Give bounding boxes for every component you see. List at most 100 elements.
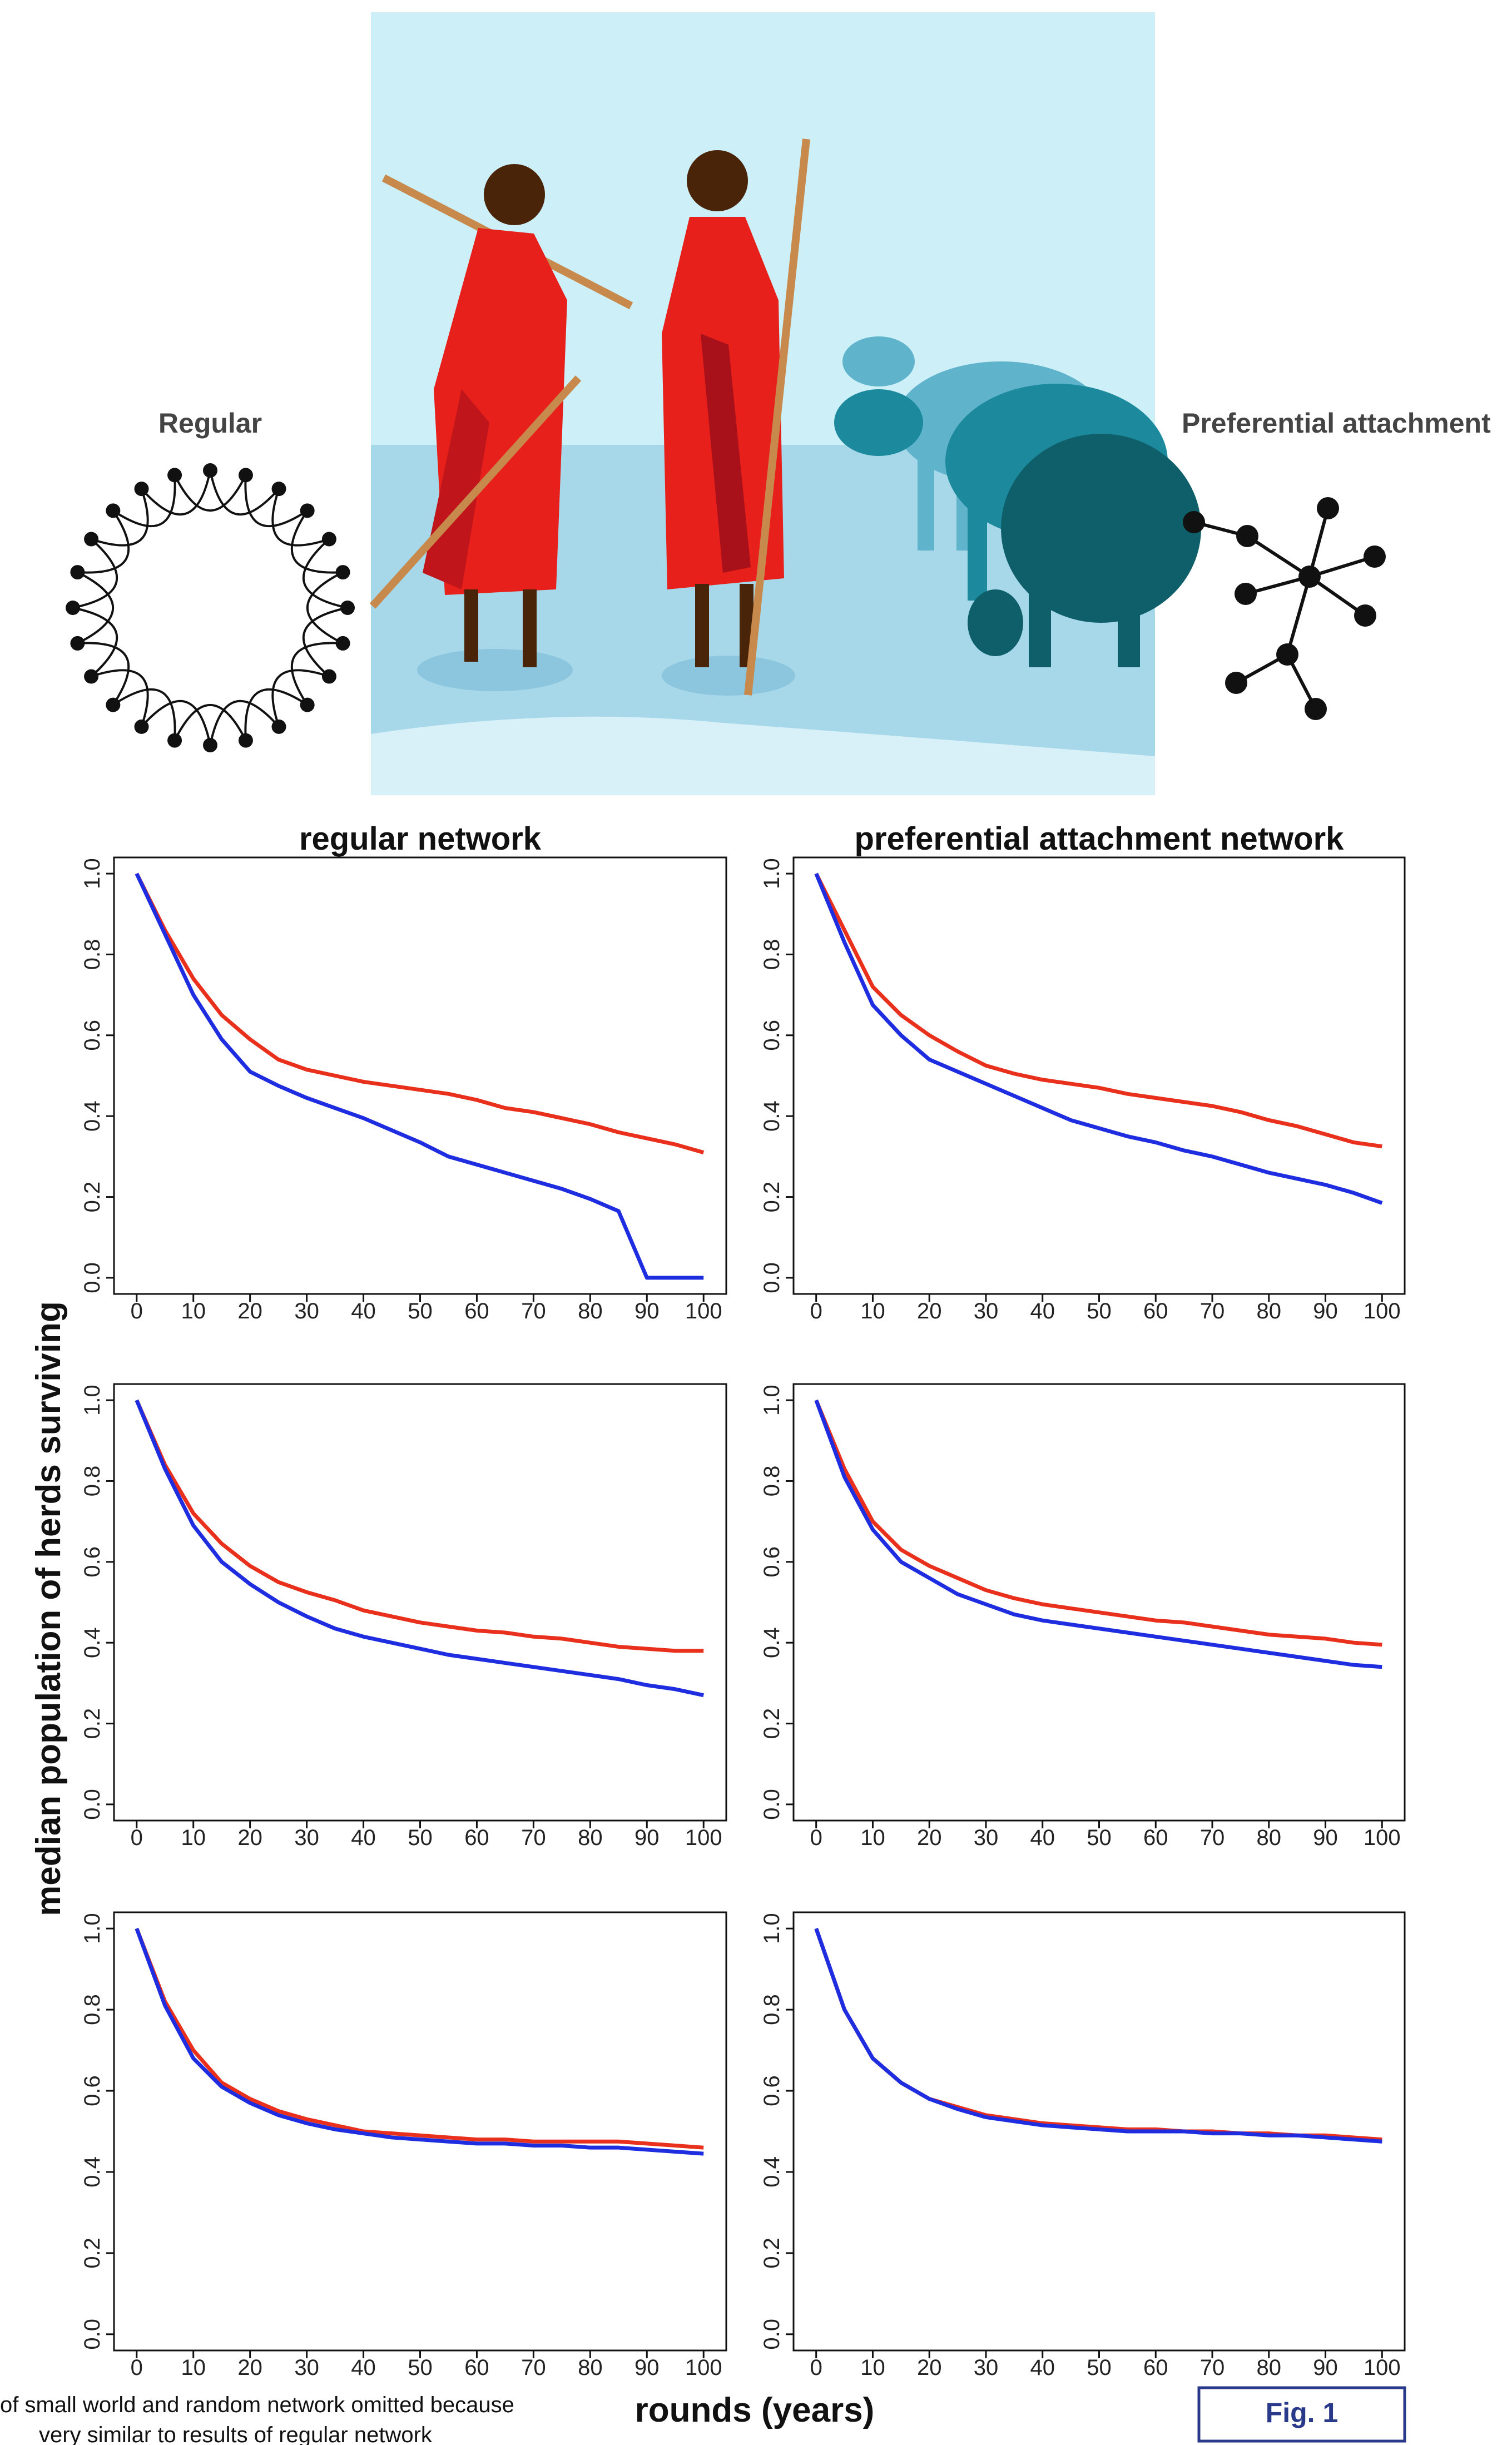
y-tick-label: 0.4 <box>80 1627 105 1658</box>
ring-edge <box>272 670 329 727</box>
y-tick-label: 0.4 <box>80 2156 105 2188</box>
x-tick-label: 100 <box>685 1299 722 1323</box>
ring-node <box>340 601 355 615</box>
illustration <box>371 12 1201 795</box>
x-tick-label: 30 <box>294 1826 319 1850</box>
network-label: Preferential attachment <box>1182 408 1491 439</box>
x-tick-label: 70 <box>521 1826 546 1850</box>
x-tick-label: 20 <box>237 1826 262 1850</box>
ring-edge <box>175 475 246 510</box>
x-tick-label: 80 <box>1257 1299 1282 1323</box>
x-tick-label: 40 <box>1030 1826 1055 1850</box>
y-tick-label: 0.8 <box>760 1994 784 2025</box>
x-tick-label: 50 <box>408 1299 433 1323</box>
x-tick-label: 60 <box>464 1299 489 1323</box>
y-tick-label: 0.0 <box>760 1789 784 1820</box>
x-tick-label: 100 <box>1364 2355 1401 2380</box>
x-tick-label: 60 <box>464 2355 489 2380</box>
x-tick-label: 90 <box>634 1299 660 1323</box>
y-tick-label: 0.2 <box>760 2238 784 2269</box>
ring-node <box>84 532 98 547</box>
x-tick-label: 60 <box>1143 1826 1168 1850</box>
x-tick-label: 30 <box>294 2355 319 2380</box>
y-tick-label: 0.2 <box>80 1708 105 1739</box>
y-tick-label: 0.2 <box>760 1708 784 1739</box>
x-tick-label: 0 <box>810 1299 822 1323</box>
ring-node <box>272 482 286 496</box>
y-tick-label: 1.0 <box>760 1385 784 1416</box>
x-tick-label: 0 <box>131 1299 143 1323</box>
y-tick-label: 0.6 <box>80 1020 105 1051</box>
ring-node <box>135 720 149 734</box>
y-tick-label: 0.8 <box>80 939 105 970</box>
ring-edge <box>175 705 246 741</box>
y-tick-label: 0.8 <box>80 1466 105 1497</box>
x-tick-label: 90 <box>1313 1299 1338 1323</box>
x-tick-label: 20 <box>237 1299 262 1323</box>
ring-node <box>272 720 286 734</box>
y-tick-label: 0.6 <box>760 1020 784 1051</box>
x-tick-label: 30 <box>294 1299 319 1323</box>
x-axis-label: rounds (years) <box>635 2391 875 2429</box>
x-tick-label: 20 <box>917 1299 942 1323</box>
footnote: very similar to results of regular netwo… <box>39 2423 433 2445</box>
x-tick-label: 50 <box>408 1826 433 1850</box>
y-tick-label: 0.0 <box>80 1789 105 1820</box>
ring-node <box>70 636 85 651</box>
series-line <box>816 874 1382 1147</box>
regular-network-icon <box>66 463 355 752</box>
x-tick-label: 90 <box>634 1826 660 1850</box>
ring-node <box>336 565 350 579</box>
y-tick-label: 0.4 <box>80 1100 105 1132</box>
y-tick-label: 1.0 <box>80 1913 105 1944</box>
plot-frame <box>794 1912 1405 2350</box>
x-tick-label: 10 <box>860 2355 885 2380</box>
ring-node <box>106 698 120 712</box>
x-tick-label: 50 <box>408 2355 433 2380</box>
ring-node <box>106 503 120 518</box>
ring-node <box>336 636 350 651</box>
series-line <box>137 874 703 1278</box>
x-tick-label: 70 <box>1200 1826 1225 1850</box>
x-tick-label: 100 <box>1364 1826 1401 1850</box>
series-line <box>816 1928 1382 2139</box>
y-tick-label: 0.0 <box>80 2319 105 2350</box>
y-tick-label: 0.0 <box>80 1262 105 1293</box>
x-tick-label: 10 <box>860 1299 885 1323</box>
x-tick-label: 0 <box>131 2355 143 2380</box>
y-tick-label: 0.4 <box>760 1100 784 1132</box>
x-tick-label: 40 <box>351 1299 376 1323</box>
ring-node <box>167 468 182 482</box>
series-line <box>137 1928 703 2154</box>
ring-edge <box>308 572 343 643</box>
ring-edge <box>77 572 113 643</box>
x-tick-label: 60 <box>1143 2355 1168 2380</box>
y-tick-label: 0.8 <box>760 1466 784 1497</box>
figure-label: Fig. 1 <box>1266 2397 1339 2428</box>
chart-title: regular network <box>299 821 542 857</box>
y-tick-label: 0.2 <box>760 1182 784 1213</box>
x-tick-label: 90 <box>1313 1826 1338 1850</box>
ring-node <box>66 601 80 615</box>
x-tick-label: 70 <box>521 1299 546 1323</box>
ring-node <box>70 565 85 579</box>
y-axis-label: median population of herds surviving <box>29 1301 68 1916</box>
series-line <box>816 874 1382 1203</box>
plot-frame <box>114 857 726 1294</box>
ring-node <box>203 463 217 478</box>
x-tick-label: 40 <box>351 2355 376 2380</box>
x-tick-label: 0 <box>810 2355 822 2380</box>
plot-frame <box>114 1912 726 2350</box>
ring-node <box>300 698 315 712</box>
y-tick-label: 1.0 <box>760 858 784 889</box>
x-tick-label: 40 <box>1030 2355 1055 2380</box>
figure: Regular Preferential attachment median p… <box>0 0 1512 2445</box>
x-tick-label: 80 <box>1257 1826 1282 1850</box>
y-tick-label: 0.0 <box>760 1262 784 1293</box>
y-tick-label: 0.2 <box>80 2238 105 2269</box>
series-line <box>137 1400 703 1651</box>
x-tick-label: 100 <box>685 2355 722 2380</box>
ring-node <box>135 482 149 496</box>
x-tick-label: 30 <box>974 2355 999 2380</box>
x-tick-label: 20 <box>917 2355 942 2380</box>
